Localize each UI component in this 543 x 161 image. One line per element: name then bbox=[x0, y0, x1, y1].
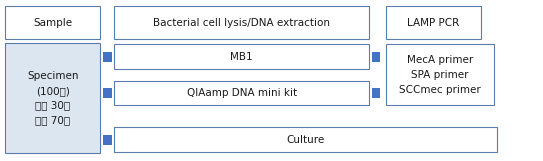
Bar bbox=[371, 88, 380, 98]
Bar bbox=[103, 135, 112, 145]
Text: Bacterial cell lysis/DNA extraction: Bacterial cell lysis/DNA extraction bbox=[153, 18, 330, 28]
Bar bbox=[5, 6, 100, 39]
Bar bbox=[114, 80, 369, 105]
Bar bbox=[371, 52, 380, 62]
Bar bbox=[114, 6, 369, 39]
Text: Specimen
(100건)
양성 30건
음성 70건: Specimen (100건) 양성 30건 음성 70건 bbox=[27, 71, 79, 125]
Text: QIAamp DNA mini kit: QIAamp DNA mini kit bbox=[187, 88, 296, 98]
Bar bbox=[386, 6, 481, 39]
Text: MecA primer
SPA primer
SCCmec primer: MecA primer SPA primer SCCmec primer bbox=[399, 55, 481, 95]
Text: Sample: Sample bbox=[33, 18, 73, 28]
Bar bbox=[5, 43, 100, 153]
Bar bbox=[103, 88, 112, 98]
Bar bbox=[386, 44, 494, 105]
Text: MB1: MB1 bbox=[230, 52, 253, 62]
Bar bbox=[114, 44, 369, 69]
Bar bbox=[114, 127, 497, 152]
Text: Culture: Culture bbox=[287, 135, 325, 145]
Text: LAMP PCR: LAMP PCR bbox=[407, 18, 459, 28]
Bar bbox=[103, 52, 112, 62]
